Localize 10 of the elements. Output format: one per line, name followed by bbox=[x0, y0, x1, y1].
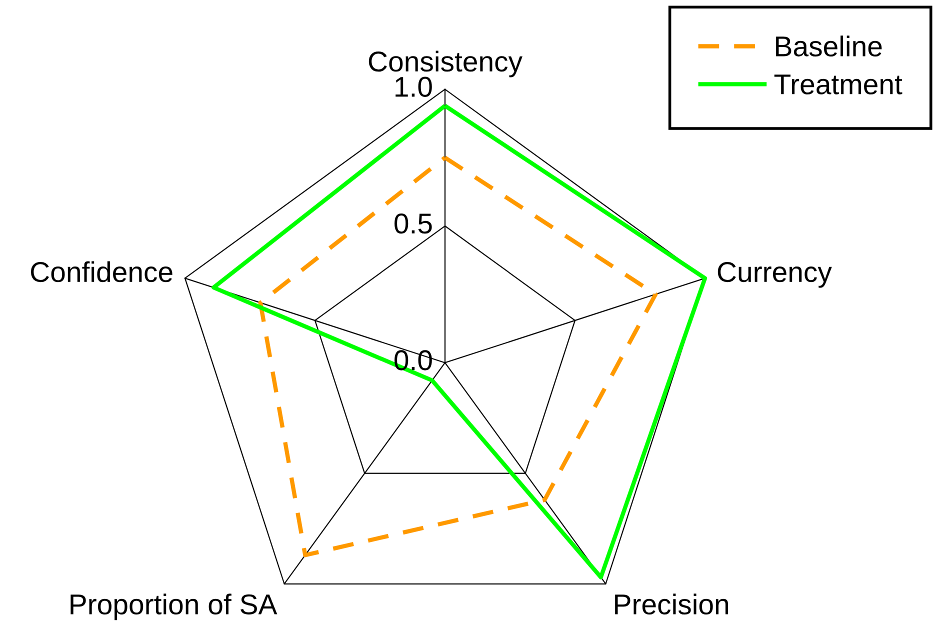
spoke-label: Precision bbox=[615, 594, 728, 615]
spoke-label: Consistency bbox=[368, 50, 522, 78]
spoke-label: Proportion of SA bbox=[70, 594, 278, 620]
spoke-label: Confidence bbox=[30, 261, 172, 282]
spoke-label: Currency bbox=[718, 262, 832, 288]
y-tick-label: 1.0 bbox=[396, 76, 432, 97]
y-tick-label: 0.5 bbox=[394, 213, 432, 234]
y-tick-label: 0.0 bbox=[394, 350, 432, 370]
legend-label: Baseline bbox=[776, 36, 882, 57]
legend-label: Treatment bbox=[774, 74, 902, 94]
